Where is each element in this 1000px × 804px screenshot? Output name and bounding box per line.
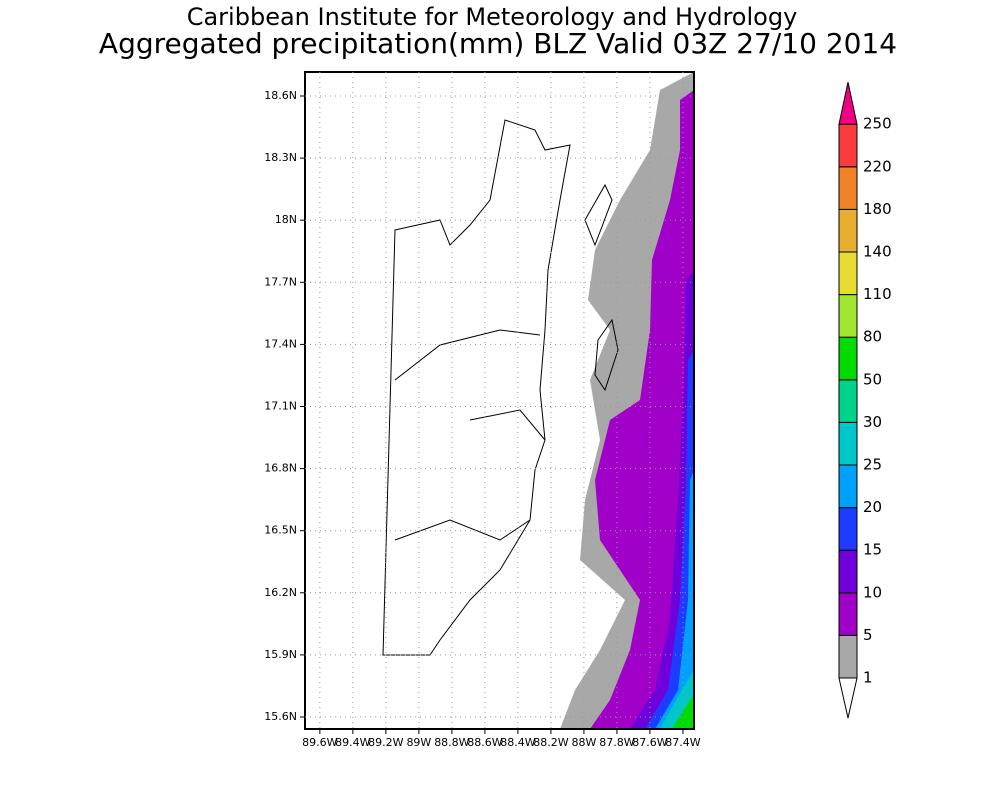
colorbar-label: 140 [863, 243, 892, 261]
colorbar-label: 15 [863, 541, 882, 559]
precip-field [560, 72, 694, 729]
colorbar-label: 25 [863, 456, 882, 474]
x-tick-label: 89.4W [335, 736, 370, 749]
y-tick-label: 17.4N [264, 337, 297, 350]
chart-subtitle: Aggregated precipitation(mm) BLZ Valid 0… [99, 27, 897, 60]
colorbar-label: 110 [863, 285, 892, 303]
colorbar-segment [838, 634, 858, 679]
x-tick-label: 89W [406, 736, 431, 749]
colorbar-segment [838, 123, 858, 168]
x-tick-label: 88W [571, 736, 596, 749]
y-tick-label: 15.9N [264, 648, 297, 661]
colorbar-segment [838, 549, 858, 594]
y-tick-label: 17.7N [264, 275, 297, 288]
colorbar-segment [838, 507, 858, 551]
colorbar-segment [838, 294, 858, 338]
colorbar-label: 180 [863, 200, 892, 218]
colorbar-segment [838, 379, 858, 423]
x-tick-label: 88.8W [434, 736, 469, 749]
colorbar-label: 5 [863, 626, 873, 644]
colorbar-segment [838, 421, 858, 466]
colorbar-segment [838, 592, 858, 636]
plot-frame [304, 71, 695, 730]
colorbar-segment [838, 208, 858, 253]
colorbar-high [838, 82, 858, 125]
chart-title: Caribbean Institute for Meteorology and … [187, 3, 798, 31]
x-tick-label: 88.4W [500, 736, 535, 749]
y-tick-label: 18.3N [264, 151, 297, 164]
coastline [382, 119, 619, 656]
colorbar-segment [838, 336, 858, 381]
colorbar-label: 80 [863, 328, 882, 346]
y-tick-label: 16.5N [264, 524, 297, 537]
y-tick-label: 16.2N [264, 586, 297, 599]
colorbar-segment [838, 464, 858, 509]
colorbar-low [838, 677, 858, 719]
colorbar-label: 1 [863, 669, 873, 687]
colorbar-label: 30 [863, 413, 882, 431]
colorbar-label: 50 [863, 370, 882, 388]
x-tick-label: 89.6W [302, 736, 337, 749]
colorbar-label: 220 [863, 157, 892, 175]
y-tick-label: 17.1N [264, 400, 297, 413]
colorbar-label: 10 [863, 583, 882, 601]
y-tick-label: 16.8N [264, 462, 297, 475]
colorbar-label: 250 [863, 115, 892, 133]
y-tick-label: 15.6N [264, 710, 297, 723]
x-tick-label: 87.8W [599, 736, 634, 749]
colorbar-segment [838, 166, 858, 210]
x-tick-label: 89.2W [368, 736, 403, 749]
y-tick-label: 18.6N [264, 89, 297, 102]
x-tick-label: 87.6W [632, 736, 667, 749]
x-tick-label: 88.6W [467, 736, 502, 749]
x-tick-label: 88.2W [533, 736, 568, 749]
x-tick-label: 87.4W [665, 736, 700, 749]
colorbar-segment [838, 251, 858, 296]
y-tick-label: 18N [275, 213, 297, 226]
colorbar-label: 20 [863, 498, 882, 516]
